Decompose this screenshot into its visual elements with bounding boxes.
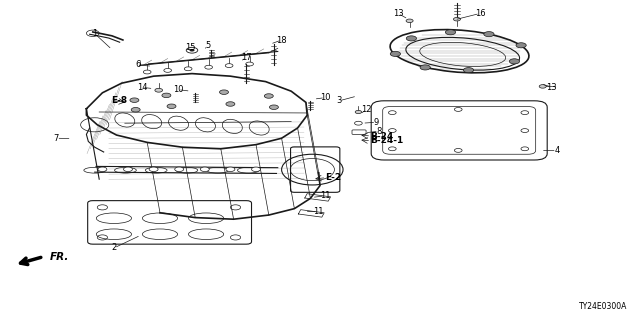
Circle shape [130,98,139,102]
Circle shape [162,93,171,98]
Text: FR.: FR. [50,252,69,262]
Circle shape [540,85,547,88]
Circle shape [246,62,253,66]
Circle shape [149,167,158,172]
Text: 11: 11 [320,191,330,200]
Circle shape [124,167,132,172]
Circle shape [226,167,235,172]
Circle shape [184,67,192,71]
Circle shape [516,43,526,48]
Circle shape [131,108,140,112]
Circle shape [484,32,494,37]
Text: 6: 6 [135,60,140,69]
Circle shape [175,167,184,172]
Circle shape [226,102,235,106]
Circle shape [406,19,413,22]
Text: B-24: B-24 [370,132,393,140]
Text: 12: 12 [362,105,372,114]
Circle shape [509,59,520,64]
Circle shape [225,64,233,68]
Text: 10: 10 [320,93,330,102]
Circle shape [200,167,209,172]
Circle shape [167,104,176,108]
Text: B-24-1: B-24-1 [370,136,403,145]
Circle shape [155,88,163,92]
Circle shape [453,18,461,21]
Circle shape [463,68,474,73]
Text: 13: 13 [393,9,403,18]
Text: 13: 13 [547,83,557,92]
Circle shape [355,110,362,114]
Circle shape [390,51,401,56]
Circle shape [220,90,228,94]
Circle shape [143,70,151,74]
Text: 17: 17 [241,53,252,62]
Text: E-8: E-8 [111,96,127,105]
Text: 11: 11 [313,207,323,216]
Text: E-2: E-2 [325,173,341,182]
Circle shape [406,36,417,41]
Text: 5: 5 [205,41,211,50]
Circle shape [205,65,212,69]
Text: 18: 18 [276,36,287,44]
Circle shape [264,94,273,98]
Text: 8: 8 [376,127,381,136]
Circle shape [98,167,107,172]
Circle shape [164,68,172,72]
FancyBboxPatch shape [352,130,366,134]
Text: 7: 7 [54,134,59,143]
Text: 4: 4 [554,146,559,155]
Text: 9: 9 [374,118,379,127]
Text: 2: 2 [111,244,116,252]
Circle shape [269,105,278,109]
Text: TY24E0300A: TY24E0300A [579,302,627,311]
Circle shape [420,65,430,70]
Text: 1: 1 [92,29,97,38]
Circle shape [189,49,195,52]
Text: 14: 14 [137,83,147,92]
Text: 15: 15 [186,43,196,52]
Circle shape [445,30,456,35]
Text: 10: 10 [173,85,183,94]
Circle shape [252,167,260,172]
Text: 3: 3 [337,96,342,105]
Text: 16: 16 [475,9,485,18]
